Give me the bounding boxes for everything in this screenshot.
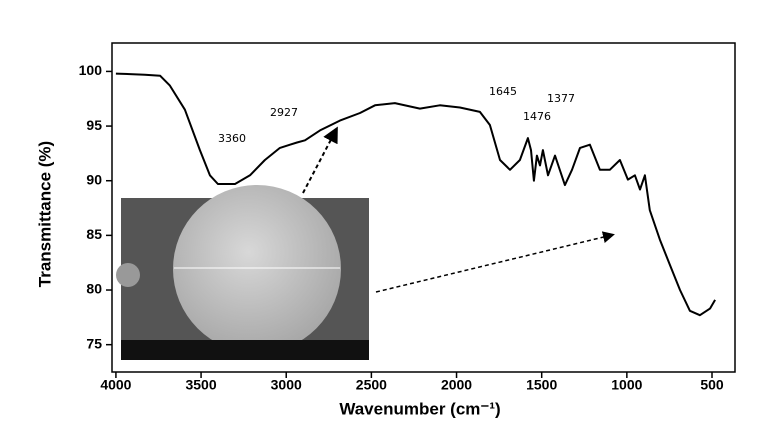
- sem-inset: [116, 185, 369, 360]
- x-tick-label: 4000: [100, 377, 131, 393]
- x-tick-label: 3500: [185, 377, 216, 393]
- arrow: [302, 126, 338, 194]
- inset-info-bar: [121, 340, 369, 360]
- x-tick-label: 3000: [271, 377, 302, 393]
- x-axis-title: Wavenumber (cm⁻¹): [339, 399, 500, 418]
- x-tick-label: 500: [700, 377, 724, 393]
- y-tick-label: 80: [86, 281, 102, 297]
- x-tick-label: 2500: [356, 377, 387, 393]
- y-tick-label: 85: [86, 226, 102, 242]
- annotation: 2927: [270, 106, 298, 119]
- annotation: 1476: [523, 110, 551, 123]
- annotation: 3360: [218, 132, 246, 145]
- y-tick-label: 100: [79, 62, 103, 78]
- y-tick-label: 90: [86, 171, 102, 187]
- annotation: 1377: [547, 92, 575, 105]
- spectrum-line: [115, 72, 716, 317]
- x-tick-label: 1000: [611, 377, 642, 393]
- y-tick-label: 95: [86, 117, 102, 133]
- plot-frame: [111, 42, 736, 373]
- inset-sphere: [173, 185, 341, 353]
- y-axis-title: Transmittance (%): [35, 141, 54, 287]
- x-tick-label: 2000: [441, 377, 472, 393]
- arrow: [375, 231, 615, 293]
- annotation: 1645: [489, 85, 517, 98]
- inset-particle: [116, 263, 140, 287]
- y-tick-label: 75: [86, 335, 102, 351]
- x-tick-label: 1500: [526, 377, 557, 393]
